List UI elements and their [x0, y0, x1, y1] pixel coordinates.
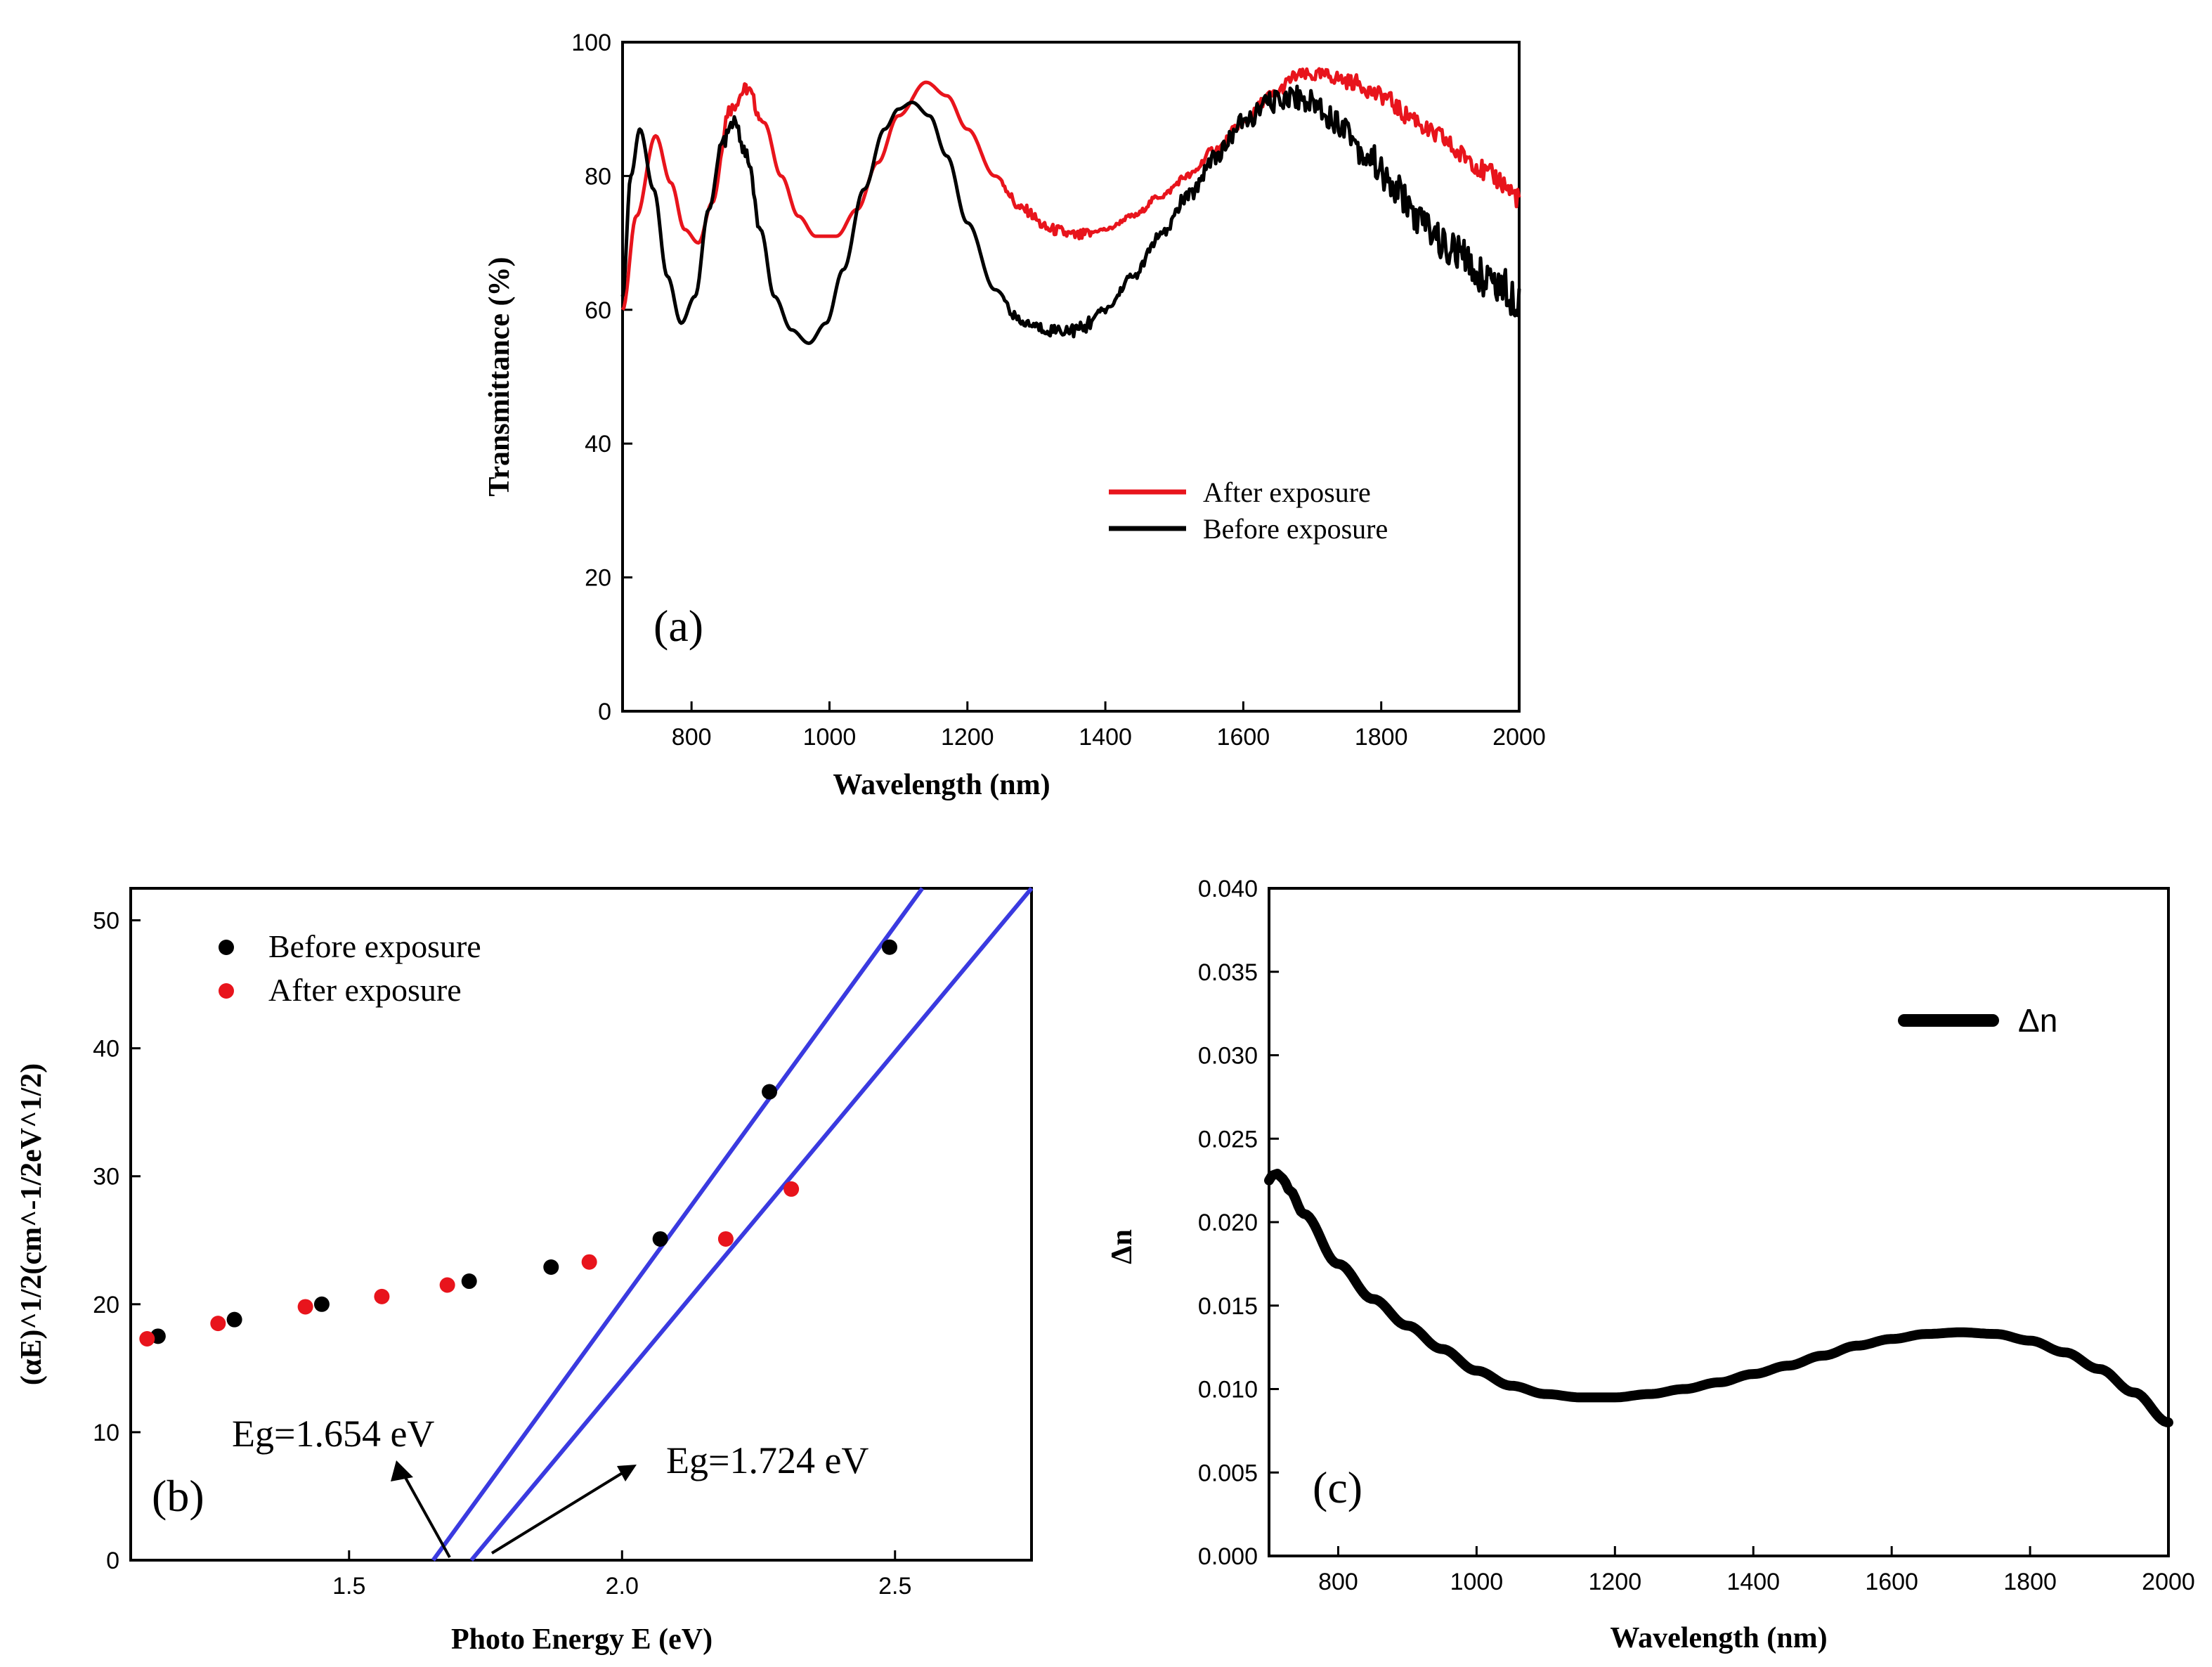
ticks-c: 800 1000 1200 1400 1600 1800 2000 0.000 0.005 0.0…	[1198, 876, 2195, 1595]
x-tick-label-a: 1400	[1079, 724, 1132, 751]
x-axis-label-b: Photo Energy E (eV)	[451, 1623, 713, 1656]
x-tick-label-c: 1600	[1865, 1569, 1918, 1595]
y-tick-label-a: 60	[585, 297, 611, 324]
y-axis-label-b: (αE)^1/2(cm^-1/2eV^1/2)	[15, 1063, 48, 1385]
legend-marker-before-b	[219, 940, 234, 955]
ticks-b: 1.5 2.0 2.5 0 10 20 30 40 50	[93, 908, 911, 1600]
annotation-eg-before: Eg=1.654 eV	[232, 1413, 434, 1455]
y-tick-label-c: 0.020	[1198, 1209, 1258, 1236]
y-axis-label-a: Transmittance (%)	[483, 257, 516, 497]
x-axis-label-a: Wavelength (nm)	[833, 769, 1050, 801]
y-tick-label-a: 0	[598, 699, 611, 725]
x-tick-label-a: 1000	[803, 724, 857, 751]
series-b	[139, 939, 897, 1347]
data-point-after-exposure	[297, 1299, 313, 1315]
y-tick-label-c: 0.030	[1198, 1043, 1258, 1070]
legend-marker-after-b	[219, 983, 234, 999]
series-line-delta-n	[1264, 1169, 2173, 1427]
x-tick-label-a: 1600	[1217, 724, 1270, 751]
x-tick-label-b: 1.5	[332, 1573, 365, 1600]
y-tick-label-b: 20	[93, 1292, 119, 1318]
x-tick-label-a: 800	[672, 724, 712, 751]
y-tick-label-b: 0	[106, 1548, 119, 1574]
annotation-eg-after: Eg=1.724 eV	[666, 1439, 868, 1481]
y-tick-label-a: 40	[585, 431, 611, 458]
arrow-eg-before	[399, 1468, 451, 1558]
data-point-after-exposure	[374, 1288, 390, 1304]
x-tick-label-a: 1200	[941, 724, 994, 751]
y-tick-label-a: 80	[585, 163, 611, 190]
arrowhead-eg-after	[617, 1465, 637, 1481]
panel-label-b: (b)	[152, 1471, 204, 1521]
y-tick-label-b: 50	[93, 908, 119, 935]
arrow-eg-after	[490, 1469, 628, 1555]
y-tick-label-b: 30	[93, 1164, 119, 1191]
y-tick-label-b: 40	[93, 1036, 119, 1063]
y-tick-label-c: 0.000	[1198, 1543, 1258, 1570]
data-point-before-exposure	[226, 1311, 242, 1328]
legend-label-after-b: After exposure	[268, 972, 462, 1008]
data-point-after-exposure	[581, 1254, 597, 1270]
x-tick-label-c: 1800	[2003, 1569, 2057, 1595]
y-tick-label-c: 0.015	[1198, 1293, 1258, 1320]
plot-frame-a	[621, 41, 1521, 713]
series-c	[1264, 1169, 2173, 1427]
data-point-before-exposure	[762, 1084, 778, 1100]
data-point-after-exposure	[210, 1316, 226, 1332]
y-tick-label-a: 100	[571, 30, 611, 56]
plot-frame-b	[129, 887, 1033, 1562]
y-tick-label-c: 0.040	[1198, 876, 1258, 902]
legend-label-c: Δn	[2018, 1002, 2057, 1039]
y-axis-label-c: Δn	[1106, 1229, 1138, 1264]
fit-line-before-fit	[431, 887, 925, 1562]
x-tick-label-c: 1000	[1450, 1569, 1504, 1595]
data-point-before-exposure	[313, 1296, 330, 1312]
plot-frame-c	[1268, 887, 2170, 1557]
panel-a: 800 1000 1200 1400 1600 1800 2000020406080100 …	[483, 30, 1546, 801]
series-a	[620, 67, 1521, 345]
legend-label-before-b: Before exposure	[268, 928, 481, 964]
x-tick-label-b: 2.0	[606, 1573, 639, 1600]
y-tick-label-c: 0.005	[1198, 1460, 1258, 1486]
panel-c: 800 1000 1200 1400 1600 1800 2000 0.000 0.005 0.0…	[1106, 876, 2195, 1654]
y-tick-label-c: 0.025	[1198, 1126, 1258, 1153]
legend-a: After exposure Before exposure	[1109, 476, 1388, 545]
series-line-after-exposure	[620, 67, 1521, 311]
data-point-after-exposure	[783, 1181, 800, 1197]
x-tick-label-c: 800	[1318, 1569, 1358, 1595]
data-point-after-exposure	[439, 1277, 455, 1293]
legend-b: Before exposure After exposure	[219, 928, 481, 1008]
panel-label-c: (c)	[1313, 1462, 1362, 1512]
legend-label-before-a: Before exposure	[1203, 513, 1388, 545]
x-tick-label-c: 1400	[1726, 1569, 1780, 1595]
x-tick-label-c: 2000	[2142, 1569, 2195, 1595]
legend-label-after-a: After exposure	[1203, 476, 1371, 508]
data-point-before-exposure	[652, 1231, 668, 1247]
panel-b: 1.5 2.0 2.5 0 10 20 30 40 50 Photo Energy E (eV)…	[15, 887, 1034, 1656]
arrowhead-eg-before	[391, 1460, 413, 1481]
panel-label-a: (a)	[653, 601, 703, 651]
y-tick-label-a: 20	[585, 565, 611, 592]
y-tick-label-c: 0.035	[1198, 959, 1258, 986]
series-line-before-exposure	[620, 84, 1521, 345]
fit-lines-b	[431, 887, 1034, 1562]
data-point-before-exposure	[543, 1259, 559, 1276]
x-tick-label-a: 2000	[1492, 724, 1546, 751]
data-point-before-exposure	[461, 1273, 477, 1290]
fit-line-after-fit	[469, 887, 1034, 1562]
data-point-after-exposure	[139, 1330, 155, 1347]
y-tick-label-b: 10	[93, 1420, 119, 1446]
annotations-b: Eg=1.654 eV Eg=1.724 eV	[232, 1413, 868, 1558]
data-point-before-exposure	[881, 939, 897, 955]
x-axis-label-c: Wavelength (nm)	[1610, 1622, 1827, 1654]
x-tick-label-a: 1800	[1355, 724, 1408, 751]
legend-c: Δn	[1898, 1002, 2057, 1039]
ticks-a: 800 1000 1200 1400 1600 1800 2000 0 20 40 60 80 100	[571, 30, 1546, 751]
x-tick-label-b: 2.5	[878, 1573, 911, 1600]
x-tick-label-c: 1200	[1588, 1569, 1641, 1595]
data-point-after-exposure	[717, 1231, 734, 1247]
y-tick-label-c: 0.010	[1198, 1377, 1258, 1403]
